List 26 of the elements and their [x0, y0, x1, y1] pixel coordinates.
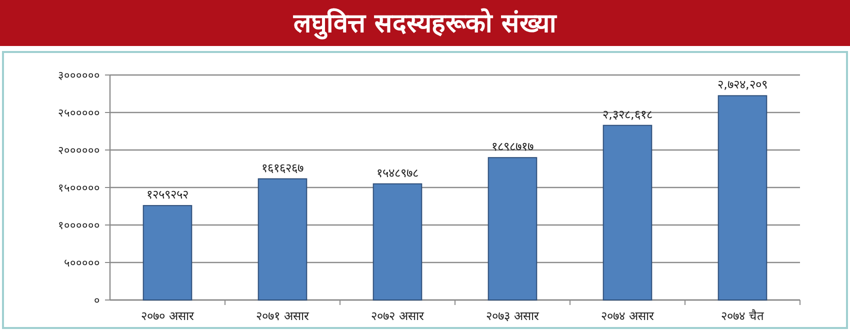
bar [602, 124, 652, 300]
y-tick-label: ० [94, 294, 100, 307]
data-label: १५४८९७८ [376, 166, 418, 180]
x-tick-label: २०७० असार [141, 309, 195, 323]
bar [258, 178, 308, 300]
data-label: १८९८७१७ [492, 140, 534, 154]
y-tick-label: १०००००० [58, 219, 100, 232]
bar [142, 205, 192, 300]
y-tick-label: १५००००० [58, 182, 100, 194]
y-tick-label: ५००००० [64, 256, 100, 270]
y-tick-label: २५००००० [58, 106, 100, 120]
x-tick-label: २०७२ असार [371, 309, 425, 323]
bar [488, 157, 538, 300]
x-tick-label: २०७४ चैत [721, 309, 765, 323]
x-tick-label: २०७१ असार [256, 309, 310, 323]
x-tick-label: २०७४ असार [601, 309, 655, 323]
data-label: १२५९२५२ [146, 188, 188, 202]
data-label: १६१६२६७ [262, 160, 304, 175]
data-label: २,३२८,६१८ [602, 107, 652, 122]
data-label: २,७२४,२०९ [718, 78, 768, 92]
x-tick-label: २०७३ असार [486, 309, 540, 323]
y-tick-label: २०००००० [58, 144, 100, 157]
bar [718, 95, 768, 300]
y-tick-label: ३०००००० [58, 69, 100, 82]
chart-title: लघुवित्त सदस्यहरूको संख्या [292, 8, 558, 40]
bar [372, 183, 422, 300]
